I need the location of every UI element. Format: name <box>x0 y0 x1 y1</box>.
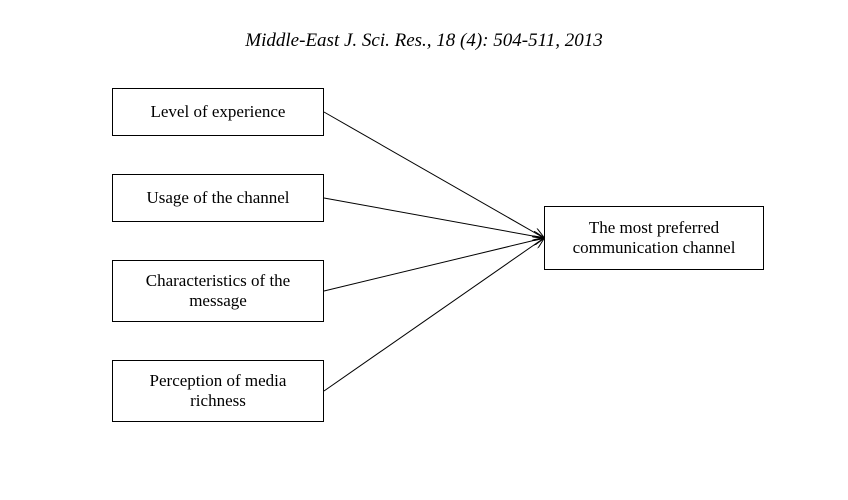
factor-box-experience: Level of experience <box>112 88 324 136</box>
outcome-label: The most preferred communication channel <box>553 218 755 259</box>
edge-arrow <box>324 238 544 291</box>
factor-label: Level of experience <box>151 102 286 122</box>
edge-arrow <box>324 112 544 238</box>
factor-label: Usage of the channel <box>146 188 289 208</box>
factor-box-characteristics: Characteristics of the message <box>112 260 324 322</box>
factor-label: Perception of media richness <box>121 371 315 412</box>
page-citation: Middle-East J. Sci. Res., 18 (4): 504-51… <box>0 30 848 52</box>
outcome-box: The most preferred communication channel <box>544 206 764 270</box>
factor-box-perception: Perception of media richness <box>112 360 324 422</box>
factor-label: Characteristics of the message <box>121 271 315 312</box>
edge-arrow <box>324 198 544 238</box>
edge-arrow <box>324 238 544 391</box>
factor-box-usage: Usage of the channel <box>112 174 324 222</box>
